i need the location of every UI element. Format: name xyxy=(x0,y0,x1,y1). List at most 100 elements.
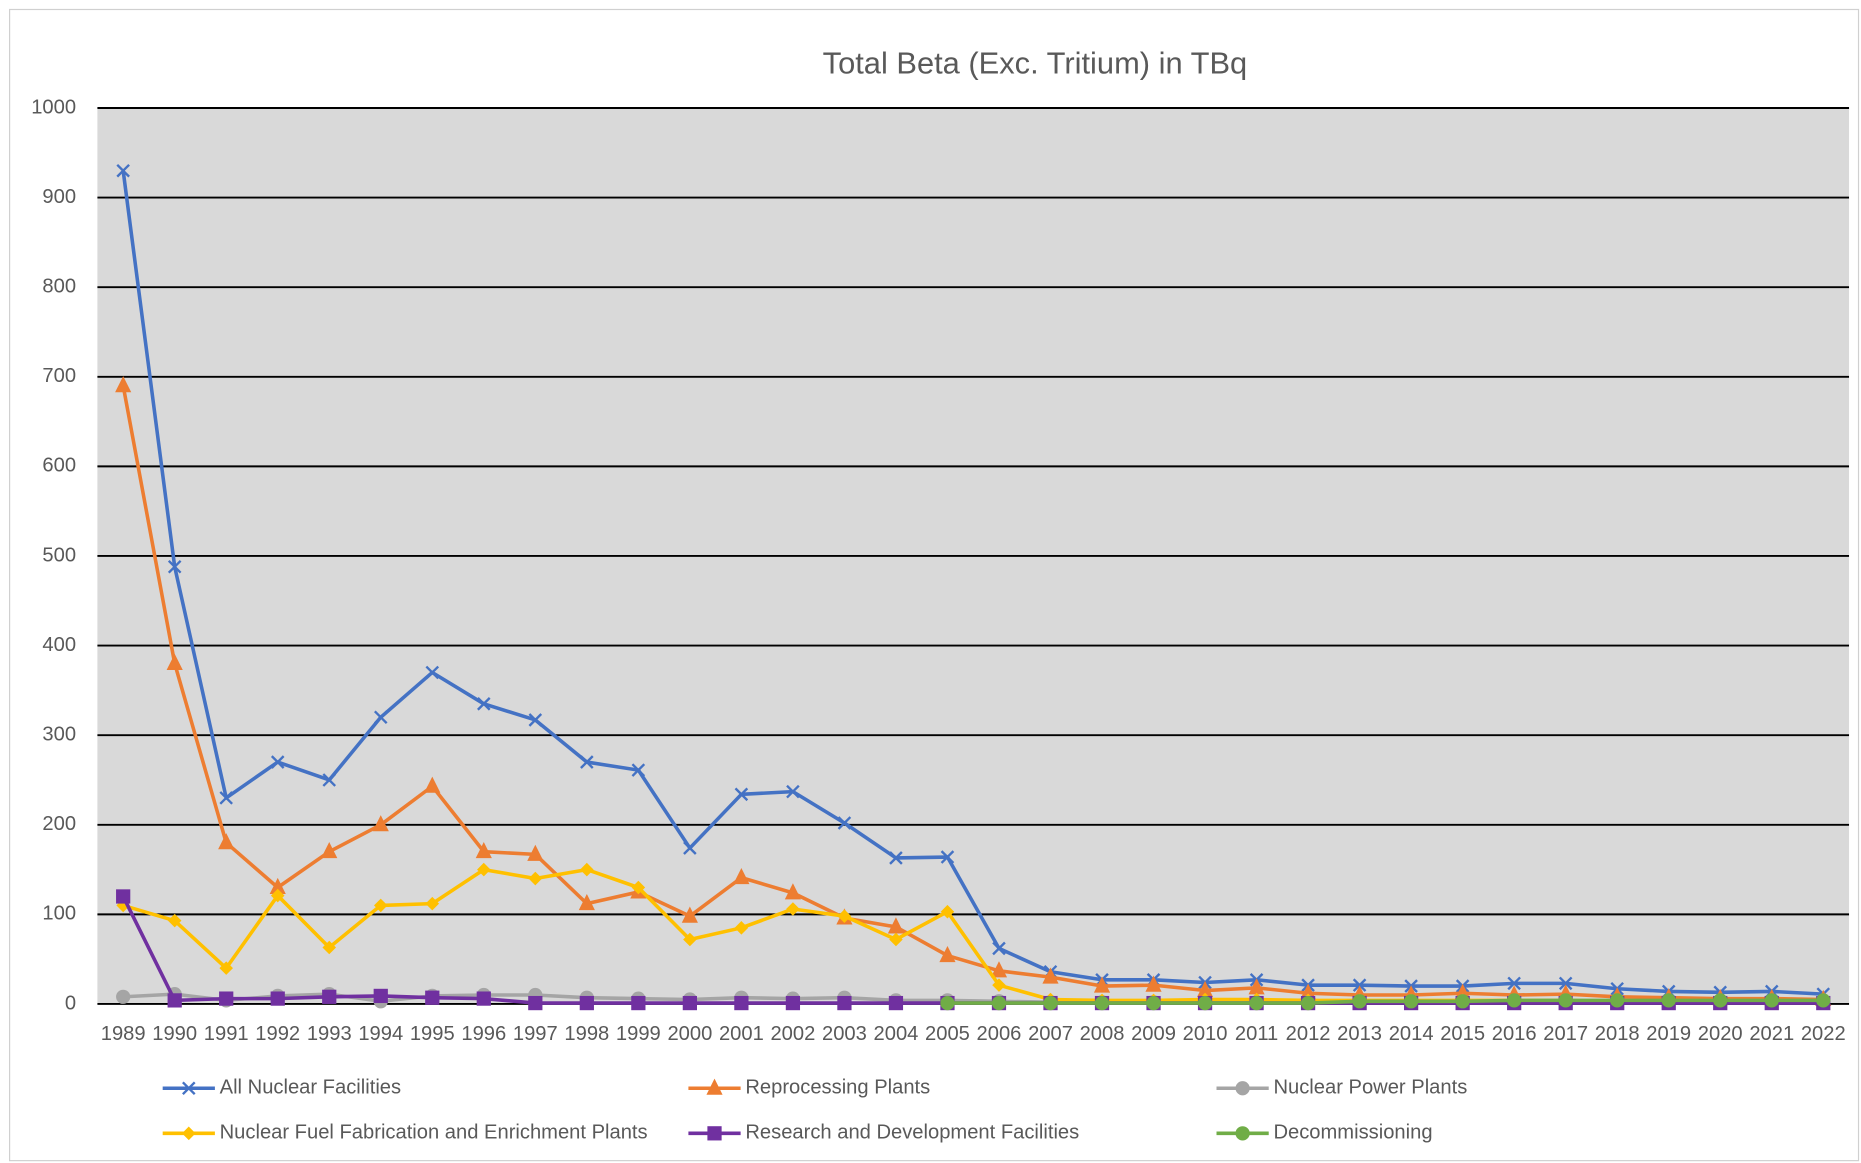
chart-title: Total Beta (Exc. Tritium) in TBq xyxy=(823,45,1248,80)
marker xyxy=(321,842,338,859)
marker xyxy=(889,932,903,947)
marker xyxy=(424,776,441,793)
marker xyxy=(1197,995,1213,1011)
x-tick-label: 1993 xyxy=(307,1023,352,1045)
marker xyxy=(580,755,594,769)
marker xyxy=(889,851,903,865)
marker xyxy=(1816,993,1831,1008)
series-line xyxy=(121,170,1824,996)
marker xyxy=(372,815,389,832)
y-tick-label: 300 xyxy=(42,724,76,746)
marker xyxy=(1610,993,1625,1008)
marker xyxy=(837,816,852,830)
x-tick-label: 1994 xyxy=(358,1023,403,1045)
x-tick-label: 2013 xyxy=(1337,1023,1382,1045)
y-tick-label: 100 xyxy=(42,903,76,925)
marker xyxy=(1249,995,1264,1011)
marker xyxy=(785,995,801,1011)
marker xyxy=(939,945,956,963)
marker xyxy=(734,995,749,1011)
marker xyxy=(116,989,131,1004)
x-tick-label: 2010 xyxy=(1183,1023,1228,1045)
legend-label: Nuclear Fuel Fabrication and Enrichment … xyxy=(220,1122,648,1144)
marker xyxy=(1507,993,1522,1008)
marker xyxy=(733,868,750,885)
legend-label: Nuclear Power Plants xyxy=(1273,1077,1467,1099)
legend-marker xyxy=(707,1126,722,1141)
x-tick-label: 1989 xyxy=(101,1023,146,1045)
x-tick-label: 2004 xyxy=(874,1023,919,1045)
marker xyxy=(734,787,749,802)
marker xyxy=(580,862,594,877)
marker xyxy=(992,941,1006,956)
marker xyxy=(683,932,697,947)
marker xyxy=(167,993,182,1008)
marker xyxy=(1145,975,1162,992)
y-tick-label: 400 xyxy=(42,634,76,656)
x-tick-label: 2020 xyxy=(1698,1023,1743,1045)
marker xyxy=(528,995,543,1011)
x-tick-label: 2006 xyxy=(977,1023,1022,1045)
x-tick-label: 2000 xyxy=(667,1023,712,1045)
x-tick-label: 2008 xyxy=(1080,1023,1125,1045)
x-tick-label: 2018 xyxy=(1595,1023,1640,1045)
marker xyxy=(579,995,594,1011)
legend-marker xyxy=(1235,1126,1250,1141)
marker xyxy=(786,784,800,799)
marker xyxy=(322,773,337,787)
legend-marker xyxy=(182,1081,196,1096)
marker xyxy=(218,833,235,850)
marker xyxy=(475,842,492,859)
marker xyxy=(528,713,543,727)
marker xyxy=(476,991,491,1006)
x-tick-label: 2022 xyxy=(1801,1023,1846,1045)
x-tick-label: 2015 xyxy=(1440,1023,1485,1045)
marker xyxy=(425,896,440,911)
y-tick-label: 500 xyxy=(42,544,76,566)
marker xyxy=(270,991,285,1006)
legend-label: Research and Development Facilities xyxy=(745,1122,1079,1144)
marker xyxy=(167,913,182,928)
legend-label: Decommissioning xyxy=(1273,1122,1432,1144)
x-tick-label: 2005 xyxy=(925,1023,970,1045)
marker xyxy=(1094,995,1110,1011)
x-tick-label: 2017 xyxy=(1543,1023,1588,1045)
x-tick-label: 2003 xyxy=(822,1023,867,1045)
legend-label: All Nuclear Facilities xyxy=(220,1077,401,1099)
marker xyxy=(373,988,388,1004)
marker xyxy=(631,880,646,895)
marker xyxy=(837,995,852,1011)
marker xyxy=(270,888,285,903)
marker xyxy=(1352,994,1367,1009)
marker xyxy=(322,989,337,1004)
marker xyxy=(115,376,132,393)
x-tick-label: 1991 xyxy=(204,1023,249,1045)
y-tick-label: 600 xyxy=(42,455,76,477)
marker xyxy=(1146,995,1161,1011)
x-tick-label: 2014 xyxy=(1389,1023,1434,1045)
marker xyxy=(1043,995,1058,1011)
marker xyxy=(734,921,749,935)
y-tick-label: 0 xyxy=(65,992,76,1014)
legend-marker xyxy=(706,1078,723,1095)
x-tick-label: 1996 xyxy=(461,1023,506,1045)
marker xyxy=(219,791,233,805)
marker xyxy=(631,763,646,777)
marker xyxy=(1042,967,1059,984)
y-tick-label: 900 xyxy=(42,186,76,208)
series-line xyxy=(947,998,1824,1005)
marker xyxy=(425,990,440,1005)
x-tick-label: 2011 xyxy=(1235,1023,1278,1045)
marker xyxy=(1455,994,1470,1009)
marker xyxy=(992,978,1006,992)
marker xyxy=(991,995,1007,1011)
marker xyxy=(1764,993,1779,1008)
marker xyxy=(167,559,182,574)
marker xyxy=(373,710,388,725)
marker xyxy=(1558,976,1573,991)
y-tick-label: 800 xyxy=(42,276,76,298)
marker xyxy=(1507,976,1521,991)
marker xyxy=(1093,976,1111,993)
marker xyxy=(270,755,285,769)
x-tick-label: 2001 xyxy=(719,1023,764,1045)
